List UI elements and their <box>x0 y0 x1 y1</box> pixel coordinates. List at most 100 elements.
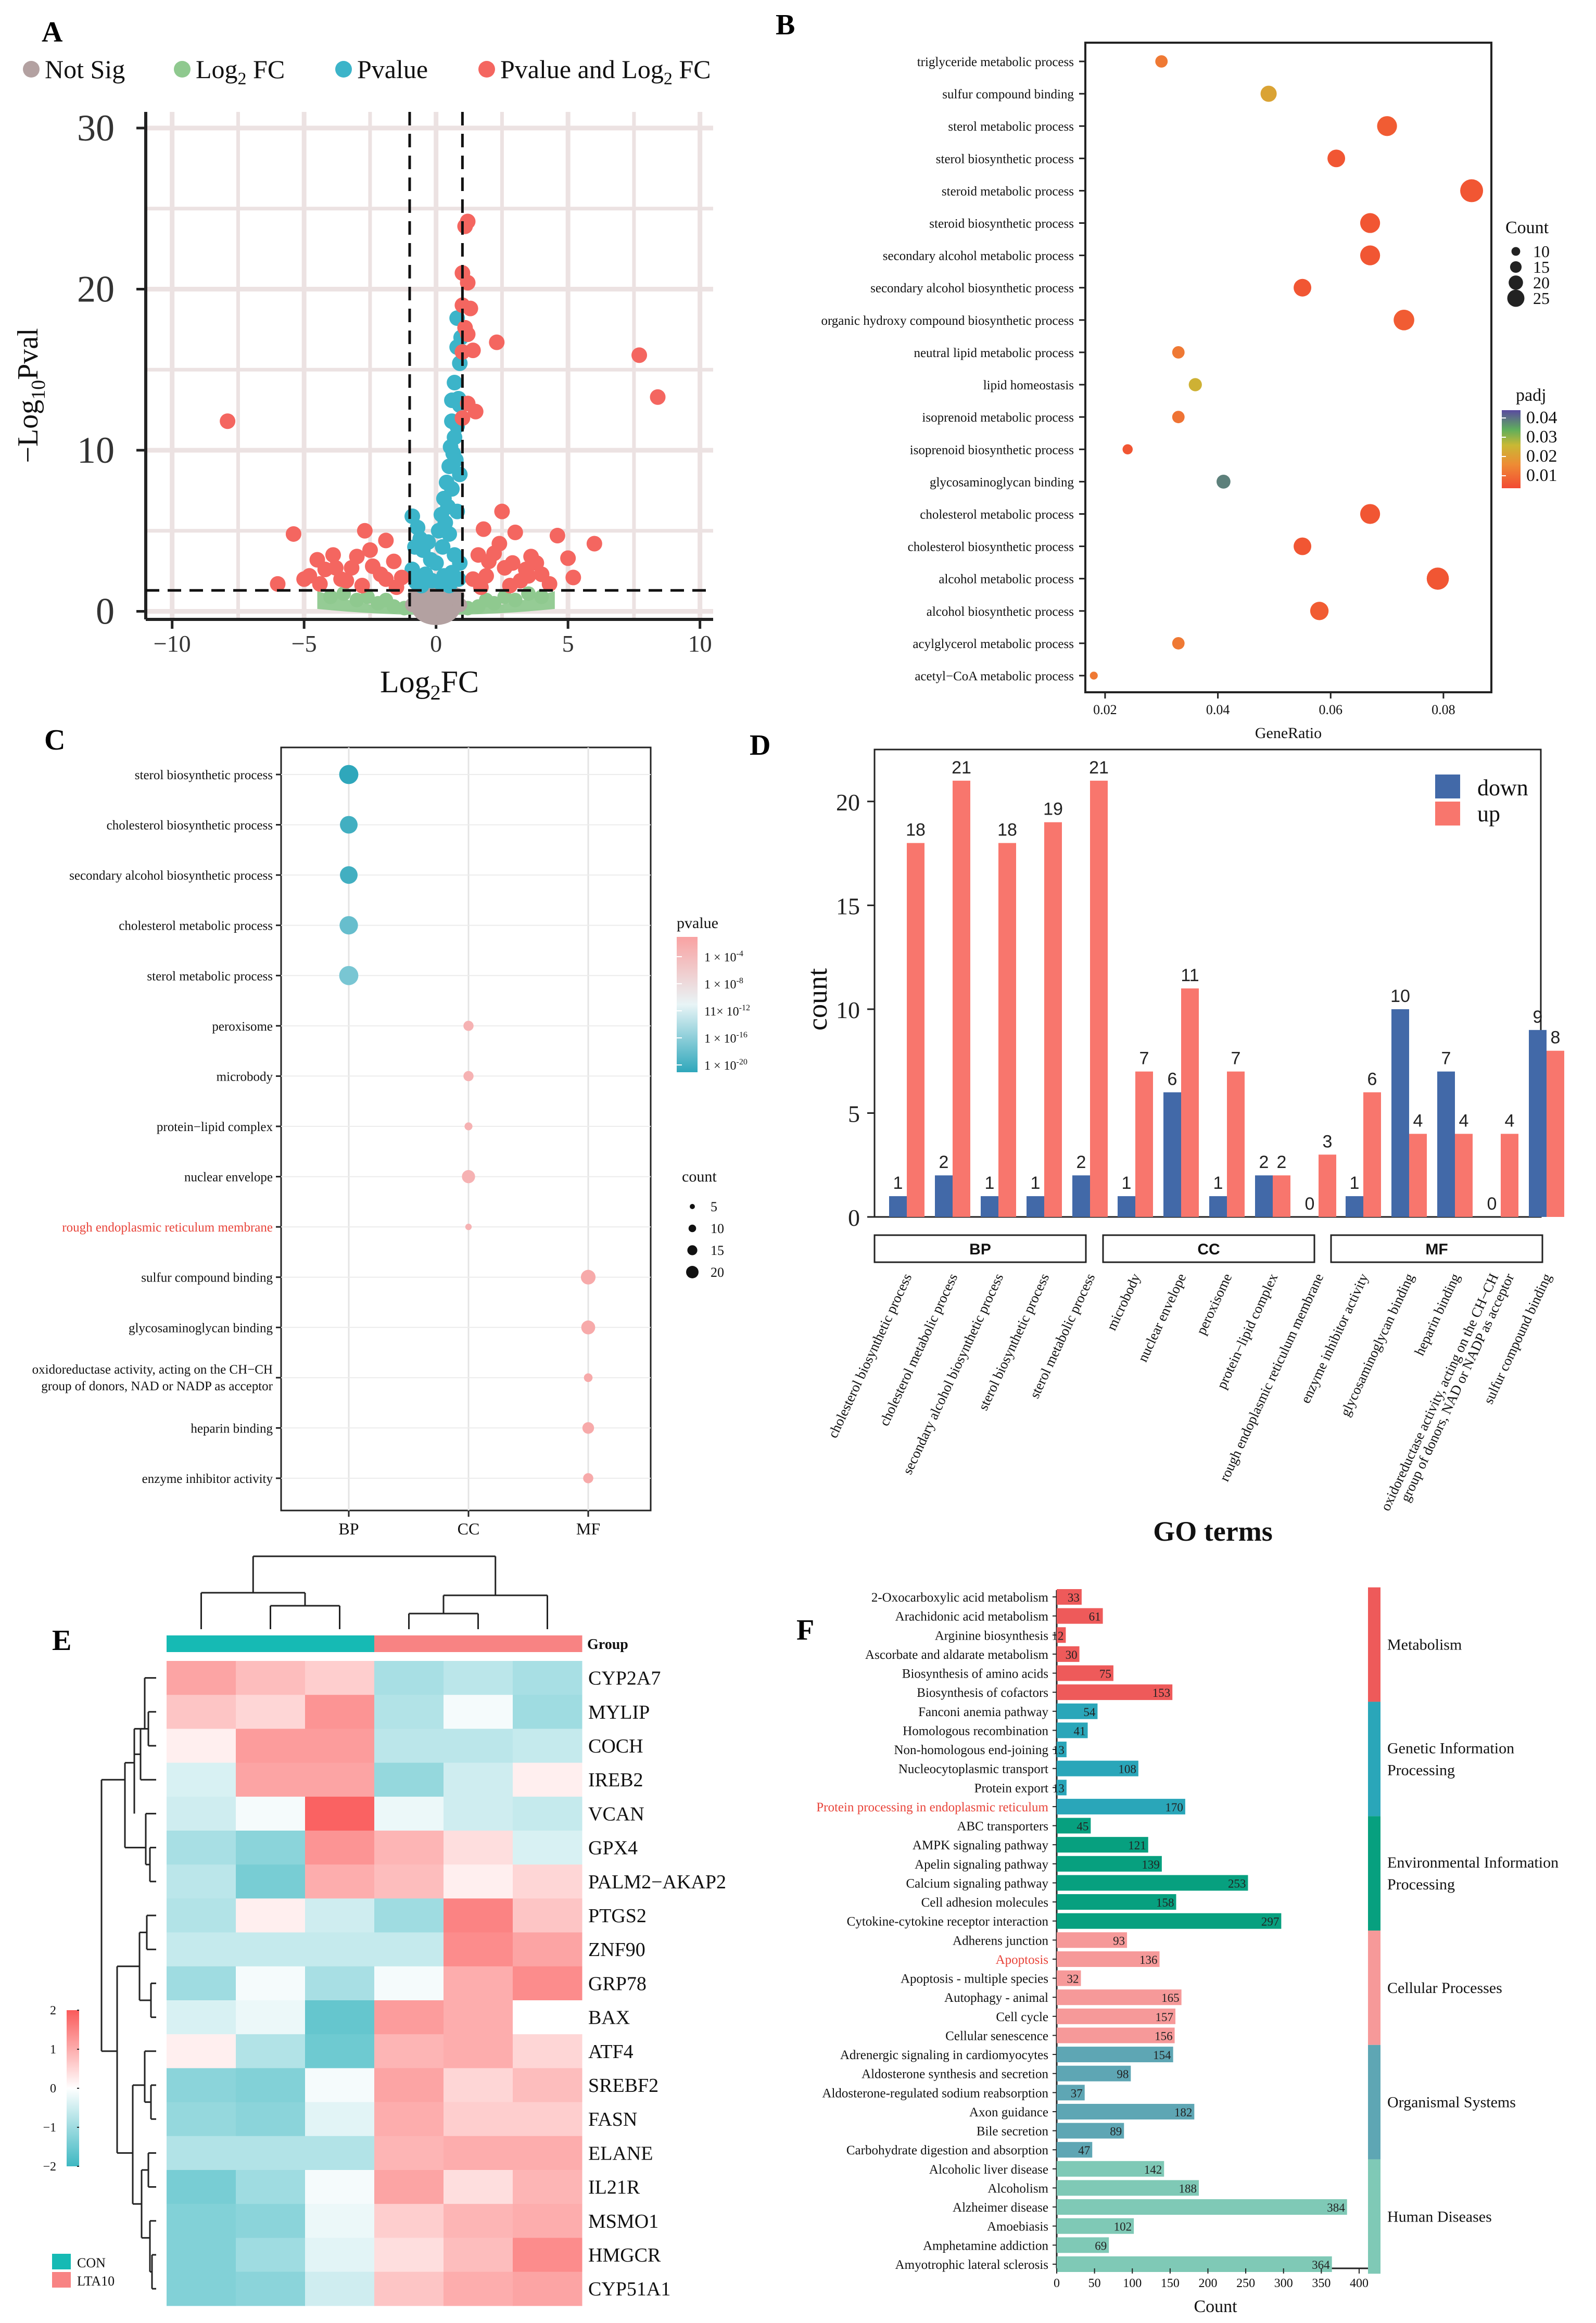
gene-label: CYP2A7 <box>588 1668 661 1690</box>
term-dot <box>339 916 358 935</box>
legend-key-down <box>1435 775 1460 798</box>
count-legend-label: 15 <box>711 1243 724 1258</box>
group-strip <box>1330 1234 1543 1263</box>
pathway-value: 142 <box>1144 2163 1162 2176</box>
pathway-label: Cytokine-cytokine receptor interaction <box>847 1915 1049 1929</box>
data-label-up: 21 <box>952 758 971 778</box>
plot-border <box>1084 42 1492 693</box>
pathway-bar <box>1057 2085 1085 2101</box>
point-p-and-fc <box>328 560 344 576</box>
heat-cell <box>444 1729 513 1763</box>
heat-cell <box>374 2238 444 2273</box>
term-label: cholesterol biosynthetic process <box>107 819 273 833</box>
pathway-value: 30 <box>1066 1648 1078 1661</box>
x-tick-label: 0 <box>1054 2277 1060 2290</box>
heat-cell <box>236 1864 306 1899</box>
point-p-and-fc <box>325 547 341 563</box>
heat-cell <box>305 2238 375 2273</box>
bar-up <box>1090 780 1108 1217</box>
point-p-and-fc <box>631 347 648 363</box>
pathway-bar <box>1057 1722 1088 1738</box>
term-label: glycosaminoglycan binding <box>930 475 1074 489</box>
pvalue-legend-label: 1 × 10-20 <box>704 1058 748 1073</box>
point-fc <box>521 586 536 601</box>
point-p-and-fc <box>460 396 476 412</box>
pathway-value: 33 <box>1068 1591 1080 1604</box>
x-tick-label: −5 <box>292 630 317 657</box>
heat-cell <box>236 1762 306 1797</box>
pvalue-legend-label: 1 × 10-8 <box>704 976 743 992</box>
point-p <box>447 375 463 390</box>
data-label-up: 4 <box>1459 1111 1469 1131</box>
padj-legend-label: 0.04 <box>1526 408 1557 427</box>
heat-cell <box>236 1729 306 1763</box>
legend-key-ns <box>23 61 40 78</box>
count-legend-dot <box>1509 275 1523 290</box>
heat-tick-label: 1 <box>50 2043 56 2057</box>
point-fc <box>336 586 351 601</box>
heat-tick-label: 2 <box>50 2004 56 2017</box>
heat-cell <box>167 1966 236 2001</box>
heat-cell <box>305 1796 375 1831</box>
pathway-value: 13 <box>1053 1782 1065 1795</box>
term-label: secondary alcohol biosynthetic process <box>870 282 1074 296</box>
data-label-up: 7 <box>1139 1049 1149 1069</box>
point-p-and-fc <box>462 300 478 316</box>
y-tick-label: 30 <box>77 107 115 149</box>
pathway-bar <box>1057 2180 1199 2196</box>
pathway-value: 188 <box>1179 2182 1197 2195</box>
term-label: glycosaminoglycan binding <box>129 1321 273 1335</box>
pathway-value: 384 <box>1327 2201 1345 2214</box>
point-p-and-fc <box>478 568 494 584</box>
pathway-bar <box>1057 1913 1282 1929</box>
gene-label: GRP78 <box>588 1973 647 1995</box>
data-label-up: 2 <box>1277 1152 1287 1172</box>
group-label: CC <box>1197 1241 1220 1258</box>
data-label-down: 9 <box>1533 1007 1543 1027</box>
expression-heatmap: Group CYP2A7 MYLIP COCH IREB2 VCAN GPX4 PALM2−A… <box>43 1555 726 2306</box>
y-tick-label: 15 <box>836 893 860 919</box>
term-dot <box>339 765 359 784</box>
point-p <box>428 555 444 571</box>
pathway-bar <box>1057 1646 1080 1662</box>
point-p-and-fc <box>344 560 360 576</box>
point-ns <box>428 596 444 611</box>
pathway-value: 32 <box>1067 1973 1079 1986</box>
bar-up <box>1319 1154 1336 1217</box>
pathway-label: 2-Oxocarboxylic acid metabolism <box>871 1591 1049 1605</box>
pathway-label: Autophagy - animal <box>944 1991 1048 2005</box>
term-dot <box>340 816 358 834</box>
term-dot <box>580 1270 596 1285</box>
bar-up <box>1501 1134 1518 1217</box>
pathway-value: 156 <box>1155 2029 1173 2042</box>
pathway-label: Adrenergic signaling in cardiomyocytes <box>840 2048 1048 2062</box>
pathway-bar <box>1057 1875 1248 1891</box>
data-label-down: 0 <box>1487 1194 1497 1214</box>
heat-cell <box>167 2170 236 2204</box>
category-label: Metabolism <box>1387 1636 1462 1654</box>
pathway-label: Ascorbate and aldarate metabolism <box>865 1648 1048 1662</box>
x-axis-label: GO terms <box>1153 1516 1272 1547</box>
x-tick-label: 150 <box>1161 2277 1180 2290</box>
gene-label: PTGS2 <box>588 1905 647 1927</box>
data-label-up: 11 <box>1181 966 1199 985</box>
pathway-value: 89 <box>1110 2125 1122 2138</box>
pathway-bar <box>1057 1589 1082 1605</box>
heat-cell <box>236 2204 306 2238</box>
legend-key-p <box>335 61 352 78</box>
panel-label-b: B <box>776 9 795 41</box>
term-label: lipid homeostasis <box>983 378 1074 392</box>
bar-down <box>1209 1196 1227 1217</box>
gene-label: BAX <box>588 2007 630 2029</box>
term-label: sterol biosynthetic process <box>135 768 273 782</box>
heat-cell <box>513 2204 582 2238</box>
pathway-label: Aldosterone-regulated sodium reabsorptio… <box>822 2086 1048 2100</box>
term-label: sulfur compound binding <box>942 87 1074 101</box>
heat-cell <box>305 1898 375 1933</box>
heat-cell <box>305 2170 375 2204</box>
heat-cell <box>444 1898 513 1933</box>
legend-label-up: up <box>1477 801 1500 827</box>
pvalue-legend-label: 1 × 10-16 <box>704 1031 748 1046</box>
count-legend-label: 15 <box>1533 258 1550 276</box>
heat-cell <box>374 2170 444 2204</box>
